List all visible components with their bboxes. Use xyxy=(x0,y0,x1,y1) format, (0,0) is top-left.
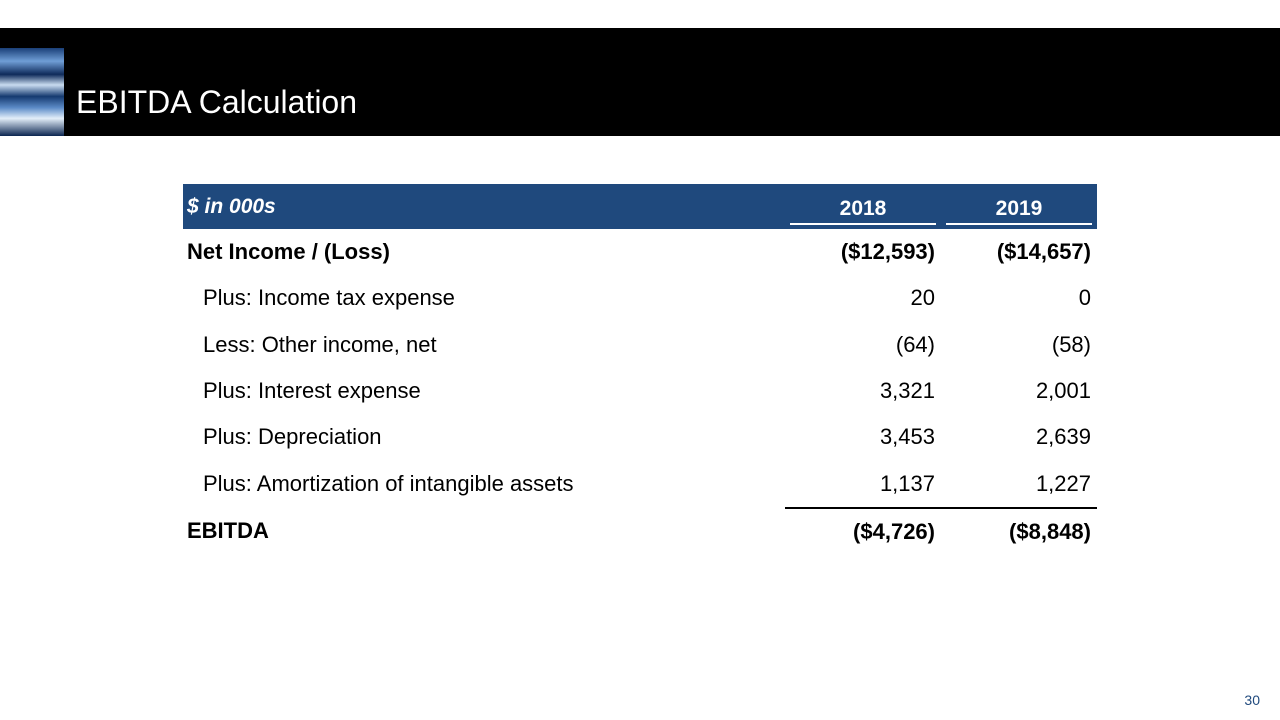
page-number: 30 xyxy=(1244,692,1260,708)
cell-value: ($14,657) xyxy=(996,239,1091,265)
cell-value: (58) xyxy=(1051,331,1091,357)
cell-value: 0 xyxy=(1078,285,1091,311)
row-label: Plus: Interest expense xyxy=(203,378,421,404)
row-label: Plus: Income tax expense xyxy=(203,285,455,311)
year: 2018 xyxy=(790,197,936,225)
cell-value: ($8,848) xyxy=(1009,518,1091,544)
title-bar: EBITDA Calculation xyxy=(0,28,1280,136)
table-row: Plus: Income tax expense 20 0 xyxy=(183,275,1097,321)
cell-value: ($4,726) xyxy=(853,518,935,544)
ebitda-table: $ in 000s 2018 2019 Net Income / (Loss) (… xyxy=(183,184,1097,555)
row-label: EBITDA xyxy=(187,518,269,544)
table-row: Plus: Amortization of intangible assets 1… xyxy=(183,460,1097,509)
row-label: Net Income / (Loss) xyxy=(187,239,390,265)
row-label: Plus: Amortization of intangible assets xyxy=(203,471,574,497)
table-row: EBITDA ($4,726) ($8,848) xyxy=(183,508,1097,555)
header-label: $ in 000s xyxy=(183,184,785,229)
year: 2019 xyxy=(946,197,1092,225)
table-row: Plus: Interest expense 3,321 2,001 xyxy=(183,368,1097,414)
table-row: Plus: Depreciation 3,453 2,639 xyxy=(183,414,1097,460)
slide-title: EBITDA Calculation xyxy=(76,84,358,120)
row-label: Less: Other income, net xyxy=(203,331,437,357)
cell-value: ($12,593) xyxy=(840,239,935,265)
cell-value: 3,453 xyxy=(879,424,935,450)
cell-value: (64) xyxy=(895,331,935,357)
table-row: Less: Other income, net (64) (58) xyxy=(183,322,1097,368)
logo-stripe xyxy=(0,48,64,136)
header-year: 2019 xyxy=(941,184,1097,229)
header-row: $ in 000s 2018 2019 xyxy=(183,184,1097,229)
cell-value: 20 xyxy=(910,285,935,311)
row-label: Plus: Depreciation xyxy=(203,424,382,450)
cell-value: 1,227 xyxy=(941,460,1097,509)
cell-value: 2,639 xyxy=(1035,424,1091,450)
cell-value: 1,137 xyxy=(785,460,941,509)
header-year: 2018 xyxy=(785,184,941,229)
table-row: Net Income / (Loss) ($12,593) ($14,657) xyxy=(183,229,1097,275)
cell-value: 2,001 xyxy=(1035,378,1091,404)
cell-value: 3,321 xyxy=(879,378,935,404)
table-body: Net Income / (Loss) ($12,593) ($14,657) Plu… xyxy=(183,229,1097,555)
